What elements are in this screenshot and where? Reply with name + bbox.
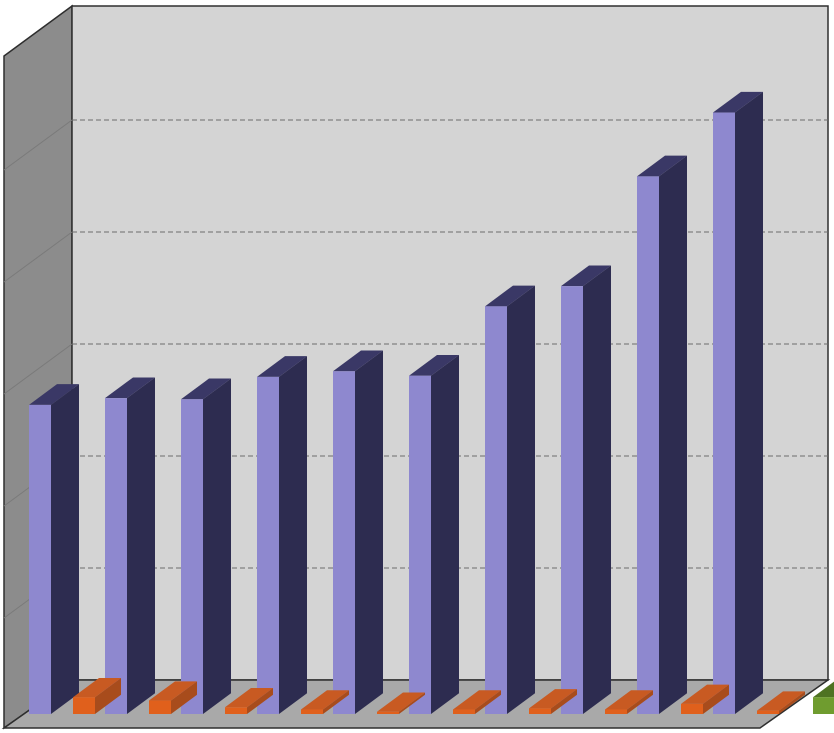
bar-series2-5-side [399,692,425,714]
bar-series2-8 [605,690,653,714]
side-gridline [3,119,73,171]
bar-series2-10-top [757,691,805,711]
bar-series1-8-front [561,286,583,714]
bar-series2-10 [757,691,805,714]
bar-series2-6-front [453,709,475,714]
bar-series2-4-front [301,709,323,714]
bar-series2-7 [529,689,577,714]
bar-series1-6-side [431,355,459,714]
bar-series2-1 [73,677,121,714]
bar-series2-8-top [605,690,653,710]
bar-series1-3-front [181,399,203,714]
bar-series2-7-top [529,689,577,709]
bar-series1-3-top [181,378,231,400]
bar-series1-5-front [333,371,355,714]
bar-series2-6 [453,690,501,714]
bar-series2-3-front [225,707,247,714]
bar-series2-6-top [453,690,501,710]
bar-series2-5 [377,692,425,714]
bar-series2-7-side [551,689,577,714]
bar-series2-2-top [149,681,197,701]
bar-series1-4-side [279,356,307,714]
bar-series1-3 [181,378,231,714]
bar-series2-8-front [605,709,627,714]
bar-series2-3-side [247,688,273,714]
bar-series2-2-front [149,700,171,714]
bar-series1-4-top [257,356,307,377]
bar-series1-1-top [29,384,79,405]
bar-series3-6-front [813,697,834,714]
bar-series1-3-side [203,378,231,714]
bar-series2-8-side [627,690,653,714]
side-gridline [3,343,73,395]
bar-series2-3 [225,688,273,714]
bar-series1-6-top [409,355,459,376]
bar-series1-5-top [333,350,383,372]
bar-series1-9-top [637,155,687,177]
bar-series1-6-front [409,375,431,714]
bar-series2-10-front [757,710,779,714]
bar-series2-9 [681,684,729,714]
bar-series1-7-front [485,306,507,714]
bar-series1-2-top [105,377,155,399]
bar-series2-9-side [703,684,729,714]
bar-series1-7-top [485,285,535,307]
bar-series2-5-front [377,711,399,714]
bar-series1-4-front [257,376,279,714]
bar-series2-1-top [73,677,121,698]
bar-series2-4-side [323,690,349,714]
bar-series2-1-side [95,677,121,714]
bar-series1-7 [485,285,535,714]
bar-series1-6 [409,355,459,714]
bar-series1-9 [637,155,687,714]
bar-series1-8-side [583,265,611,714]
bar-series2-9-front [681,703,703,714]
bar-series1-8-top [561,265,611,287]
bar-series1-10-front [713,112,735,714]
bar-series1-5 [333,350,383,714]
bar-series1-1-side [51,384,79,714]
bar-series1-2-front [105,398,127,714]
bar-series1-2 [105,377,155,714]
chart-bars [29,91,834,715]
bar-series1-9-front [637,176,659,714]
bar-series1-10 [713,91,763,715]
bar-series1-5-side [355,350,383,714]
bar-series2-4-top [301,690,349,710]
bar-series3-6 [813,681,834,714]
bar-series2-2-side [171,681,197,714]
bar-series2-1-front [73,697,95,714]
bar-series1-1 [29,384,79,714]
bar-series2-9-top [681,684,729,704]
bar-series1-9-side [659,155,687,714]
bar-series1-8 [561,265,611,714]
bar-series1-10-top [713,91,763,113]
bar-series1-10-side [735,91,763,715]
bar-series2-7-front [529,708,551,714]
bar-series2-5-top [377,692,425,712]
side-gridline [3,231,73,283]
bar-series1-7-side [507,285,535,714]
bar-series2-4 [301,690,349,714]
bar-series1-2-side [127,377,155,714]
bar-series2-10-side [779,691,805,714]
bar-series1-4 [257,356,307,714]
bar-series2-6-side [475,690,501,714]
bar-series2-2 [149,681,197,714]
bar-series3-6-top [813,681,834,698]
bar-series1-1-front [29,404,51,714]
bar-series2-3-top [225,688,273,708]
